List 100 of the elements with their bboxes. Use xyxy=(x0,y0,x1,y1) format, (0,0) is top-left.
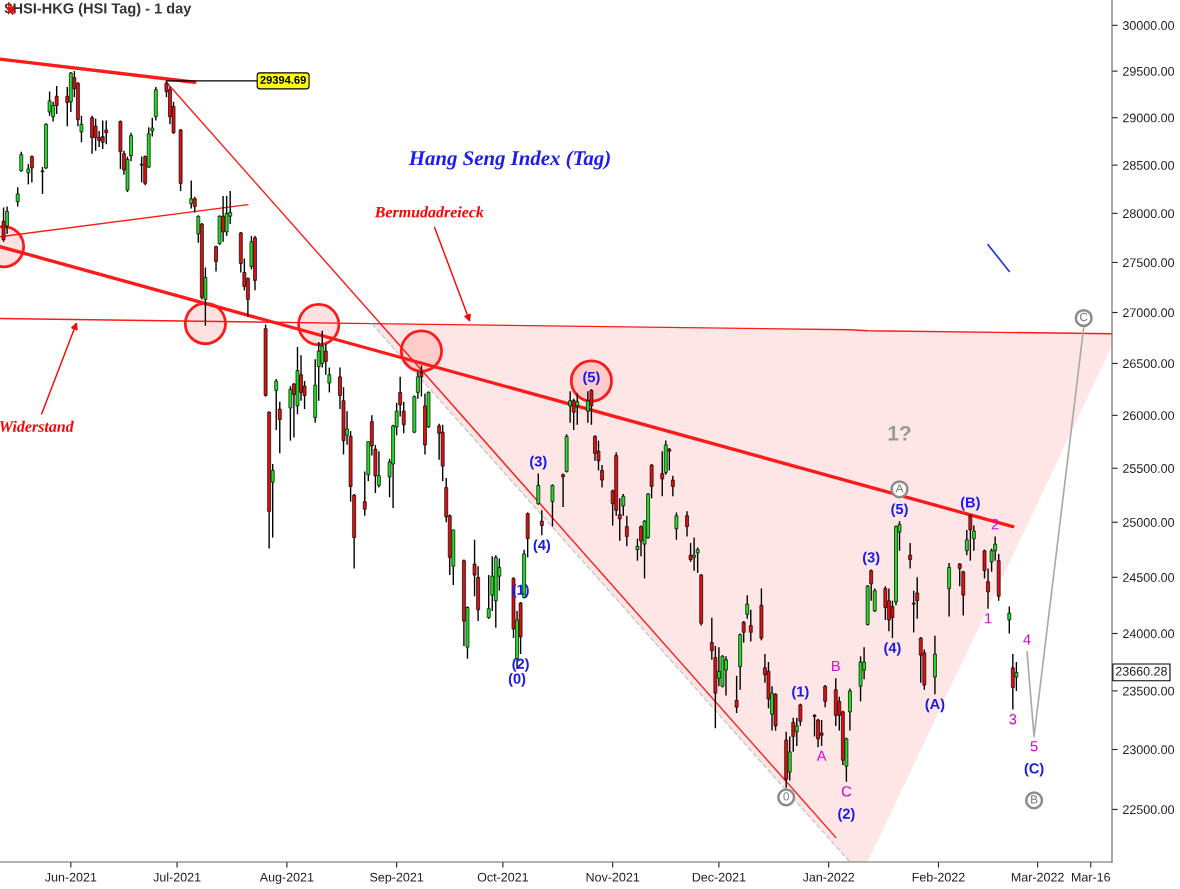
candlestick xyxy=(575,392,580,426)
candlestick xyxy=(1010,653,1015,711)
x-tick-label: Nov-2021 xyxy=(586,872,640,882)
annotation: (A) xyxy=(925,698,945,713)
candlestick xyxy=(848,687,852,732)
candlestick xyxy=(274,378,279,431)
y-tick-label: 27500.00 xyxy=(1123,258,1175,268)
point xyxy=(399,329,443,373)
candlestick xyxy=(589,388,594,426)
candlestick xyxy=(288,385,293,442)
y-tick-label: 25000.00 xyxy=(1123,518,1175,527)
candlestick xyxy=(19,151,24,173)
annotation: A xyxy=(816,750,827,761)
y-tick-label: 28000.00 xyxy=(1123,209,1175,219)
annotation: (4) xyxy=(884,642,901,656)
candlestick xyxy=(586,390,590,424)
x-tick-label: Mar-16 xyxy=(1071,872,1110,882)
annotation: (3) xyxy=(863,551,880,566)
candlestick xyxy=(724,655,728,697)
candlestick xyxy=(15,186,20,208)
text: 23660.28 xyxy=(1115,666,1167,676)
annotation: 0 xyxy=(783,792,790,801)
annotation: (3) xyxy=(530,455,547,470)
annotation: C xyxy=(841,786,852,797)
x-tick-label: Dec-2021 xyxy=(692,872,746,882)
x-tick-label: Aug-2021 xyxy=(259,872,314,885)
annotation: (B) xyxy=(960,496,980,511)
annotation: A xyxy=(895,484,904,493)
candlestick xyxy=(674,511,679,541)
annotation: Widerstand xyxy=(0,420,74,432)
y-tick-label: 27000.00 xyxy=(1123,308,1175,318)
annotation: 1? xyxy=(888,425,911,441)
annotation: B xyxy=(1031,795,1038,804)
annotation: 1 xyxy=(985,613,992,624)
candlestick xyxy=(536,472,541,506)
candlestick xyxy=(568,390,573,424)
candlestick xyxy=(823,684,827,708)
y-tick-label: 30000.00 xyxy=(1122,21,1175,30)
annotation: (5) xyxy=(583,371,600,386)
candlestick xyxy=(93,117,98,152)
y-tick-label: 24500.00 xyxy=(1123,573,1175,582)
y-tick-label: 26000.00 xyxy=(1123,411,1175,420)
y-tick-label: 29000.00 xyxy=(1123,113,1175,123)
y-tick-label: 26500.00 xyxy=(1123,359,1175,369)
candlestick xyxy=(100,119,105,150)
annotation: (2) xyxy=(838,808,855,822)
annotation: Bermudadreieck xyxy=(374,206,484,218)
x-tick-label: Jul-2021 xyxy=(153,872,201,882)
annotation: 29394.69 xyxy=(260,75,306,84)
candlestick xyxy=(419,364,424,398)
candlestick xyxy=(90,115,94,155)
candlestick xyxy=(947,562,951,618)
x-tick-label: Jan-2022 xyxy=(802,872,855,882)
candlestick xyxy=(624,515,629,548)
candlestick xyxy=(961,569,966,617)
candlestick xyxy=(819,719,824,747)
annotation: C xyxy=(1080,312,1088,322)
candlestick xyxy=(539,509,544,537)
annotation: B xyxy=(832,660,840,671)
y-tick-label: 23000.00 xyxy=(1123,745,1175,755)
candlestick xyxy=(933,635,937,696)
candlestick xyxy=(1,206,6,243)
x-tick-label: Mar-2022 xyxy=(1011,872,1064,882)
candlestick xyxy=(685,510,689,538)
candlestick xyxy=(47,90,52,117)
candlestick xyxy=(600,464,604,489)
annotation: (1) xyxy=(792,685,809,700)
candlestick xyxy=(1014,661,1019,692)
candlestick xyxy=(908,542,912,570)
point xyxy=(183,302,227,346)
candlestick xyxy=(734,675,739,714)
y-tick-label: 23500.00 xyxy=(1123,686,1175,696)
candlestick xyxy=(550,483,555,528)
annotation: (0) xyxy=(508,673,526,687)
x-tick-label: Feb-2022 xyxy=(912,872,965,882)
candlestick xyxy=(30,154,34,184)
candlestick xyxy=(214,244,218,273)
candlestick xyxy=(189,179,194,210)
point xyxy=(297,303,341,347)
text: Hang Seng Index (Tag) xyxy=(408,150,610,170)
y-tick-label: 25500.00 xyxy=(1123,464,1175,473)
candlestick xyxy=(692,536,696,572)
x-tick-label: Oct-2021 xyxy=(477,872,528,882)
annotation: 3 xyxy=(1009,714,1017,725)
y-tick-label: 24000.00 xyxy=(1123,629,1175,639)
x-tick-label: Jun-2021 xyxy=(44,872,97,882)
annotation: 4 xyxy=(1023,634,1031,645)
candlestick xyxy=(667,447,672,472)
y-tick-label: 28500.00 xyxy=(1123,160,1175,170)
y-tick-label: 29500.00 xyxy=(1123,66,1175,76)
candlestick xyxy=(968,513,973,562)
x-tick-label: Sep-2021 xyxy=(370,872,424,885)
candlestick xyxy=(816,718,820,748)
y-tick-label: 22500.00 xyxy=(1123,805,1175,815)
candlestick xyxy=(812,713,817,738)
candlestick xyxy=(104,119,109,145)
candlestick xyxy=(596,439,601,472)
candlestick xyxy=(561,472,565,508)
annotation: (5) xyxy=(891,503,908,517)
annotation: 5 xyxy=(1030,741,1038,752)
